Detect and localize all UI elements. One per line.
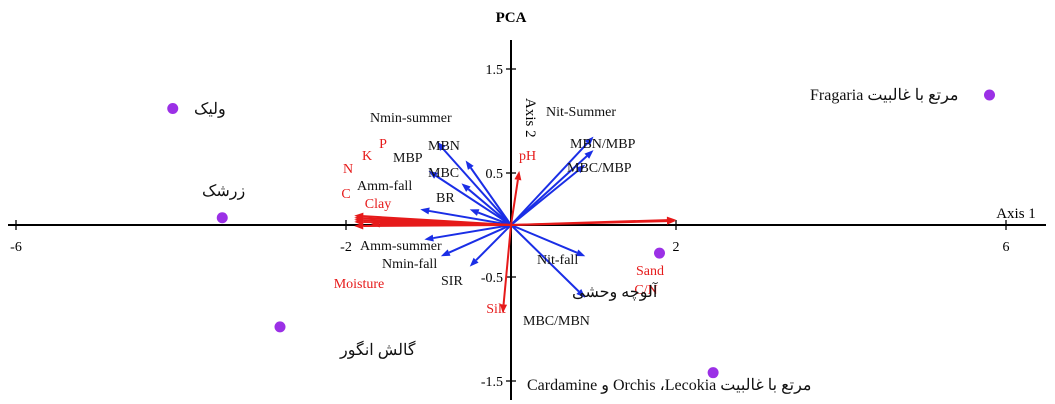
- vector-label: Nit-fall: [537, 253, 578, 268]
- vector-label: Nit-Summer: [546, 105, 616, 120]
- y-tick-label: 1.5: [486, 63, 504, 78]
- loading-vectors: [354, 136, 676, 314]
- vector-arrow: [469, 224, 512, 267]
- sample-points: [167, 89, 995, 379]
- vector-arrow: [440, 224, 512, 257]
- vector-arrow: [510, 164, 586, 226]
- vector-arrow: [428, 170, 512, 226]
- vector-arrow: [500, 224, 512, 314]
- point-label: گالش انگور: [339, 340, 416, 359]
- vector-arrow: [465, 160, 512, 226]
- vector-label: Amm-summer: [360, 239, 442, 254]
- vector-label: MBN/MBP: [570, 137, 636, 152]
- sample-point: [654, 247, 665, 259]
- vector-label: BR: [436, 191, 455, 206]
- vector-label: pH: [519, 149, 536, 164]
- vector-label: Moisture: [334, 277, 385, 292]
- vector-label: Clay: [365, 197, 391, 212]
- vector-arrow: [461, 183, 512, 226]
- vector-arrow: [510, 224, 586, 257]
- y-tick-label: -1.5: [481, 375, 503, 390]
- sample-point: [167, 103, 179, 115]
- y-axis-label: Axis 2: [522, 98, 538, 138]
- vector-label: MBC/MBN: [523, 314, 590, 329]
- point-label: Cardamine و Orchis ،Lecokia مرتع با غالب…: [527, 377, 811, 394]
- vector-label: N: [343, 162, 353, 177]
- vector-label: Nmin-summer: [370, 111, 452, 126]
- vector-label: MBP: [393, 151, 423, 166]
- vector-label: C/N: [634, 283, 657, 298]
- vector-label: MBC/MBP: [567, 161, 632, 176]
- x-tick-label: -2: [340, 240, 352, 255]
- vector-label: Silt: [486, 302, 506, 317]
- text-labels: Nmin-summer MBN MBP MBC BR Amm-fall Amm-summer…: [194, 87, 959, 394]
- vector-label: K: [362, 149, 372, 164]
- vector-label: P: [379, 137, 387, 152]
- sample-point: [707, 367, 719, 379]
- vector-label: MBC: [428, 166, 459, 181]
- vector-label: Nmin-fall: [382, 257, 437, 272]
- y-tick-label: -0.5: [481, 271, 503, 286]
- x-tick-label: 6: [1003, 240, 1010, 255]
- vector-label: SIR: [441, 274, 463, 289]
- vector-label: MBN: [428, 139, 460, 154]
- vector-label: C: [341, 187, 350, 202]
- chart-title: PCA: [496, 10, 527, 26]
- x-axis-label: Axis 1: [996, 206, 1036, 222]
- vector-arrow: [510, 217, 676, 226]
- point-label: زرشک: [202, 183, 245, 200]
- vector-arrow: [510, 136, 594, 226]
- vector-arrow: [436, 141, 512, 226]
- x-tick-label: -6: [10, 240, 22, 255]
- point-label: Fragaria مرتع با غالبیت: [810, 87, 959, 104]
- sample-point: [216, 212, 228, 224]
- vector-label: Amm-fall: [357, 179, 412, 194]
- vector-arrow: [469, 209, 512, 226]
- point-label: ولیک: [194, 101, 226, 118]
- vector-arrow: [420, 207, 512, 226]
- vector-label: Sand: [636, 264, 664, 279]
- point-label: آلوچه وحشی: [572, 281, 659, 301]
- x-tick-label: 2: [673, 240, 680, 255]
- vector-arrow: [354, 222, 512, 230]
- sample-point: [274, 321, 286, 333]
- vector-arrow: [510, 170, 522, 226]
- vector-arrow: [510, 224, 586, 298]
- y-tick-label: 0.5: [486, 167, 504, 182]
- vector-arrow: [424, 224, 512, 242]
- sample-point: [984, 89, 995, 101]
